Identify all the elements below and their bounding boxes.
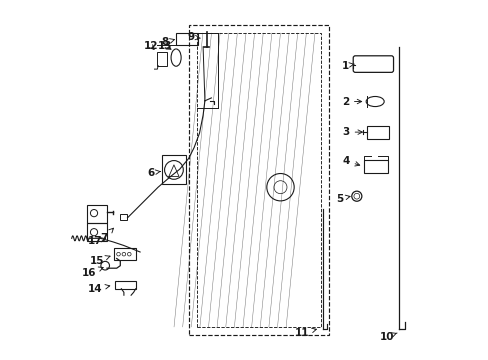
Text: 13: 13: [158, 41, 172, 51]
Text: 4: 4: [342, 156, 359, 166]
Text: 17: 17: [88, 236, 105, 246]
Text: 10: 10: [379, 332, 396, 342]
Text: 11: 11: [294, 328, 316, 338]
Text: 6: 6: [147, 168, 160, 178]
Text: 8: 8: [161, 37, 174, 48]
Text: 9: 9: [187, 32, 200, 42]
Text: 3: 3: [342, 127, 362, 137]
Text: 2: 2: [341, 96, 361, 107]
Text: 12: 12: [143, 41, 158, 51]
Text: 7: 7: [100, 228, 113, 243]
Text: 15: 15: [89, 256, 110, 266]
Text: 1: 1: [341, 60, 354, 71]
Text: 5: 5: [335, 194, 349, 204]
Text: 16: 16: [81, 267, 103, 278]
Text: 14: 14: [88, 284, 109, 294]
